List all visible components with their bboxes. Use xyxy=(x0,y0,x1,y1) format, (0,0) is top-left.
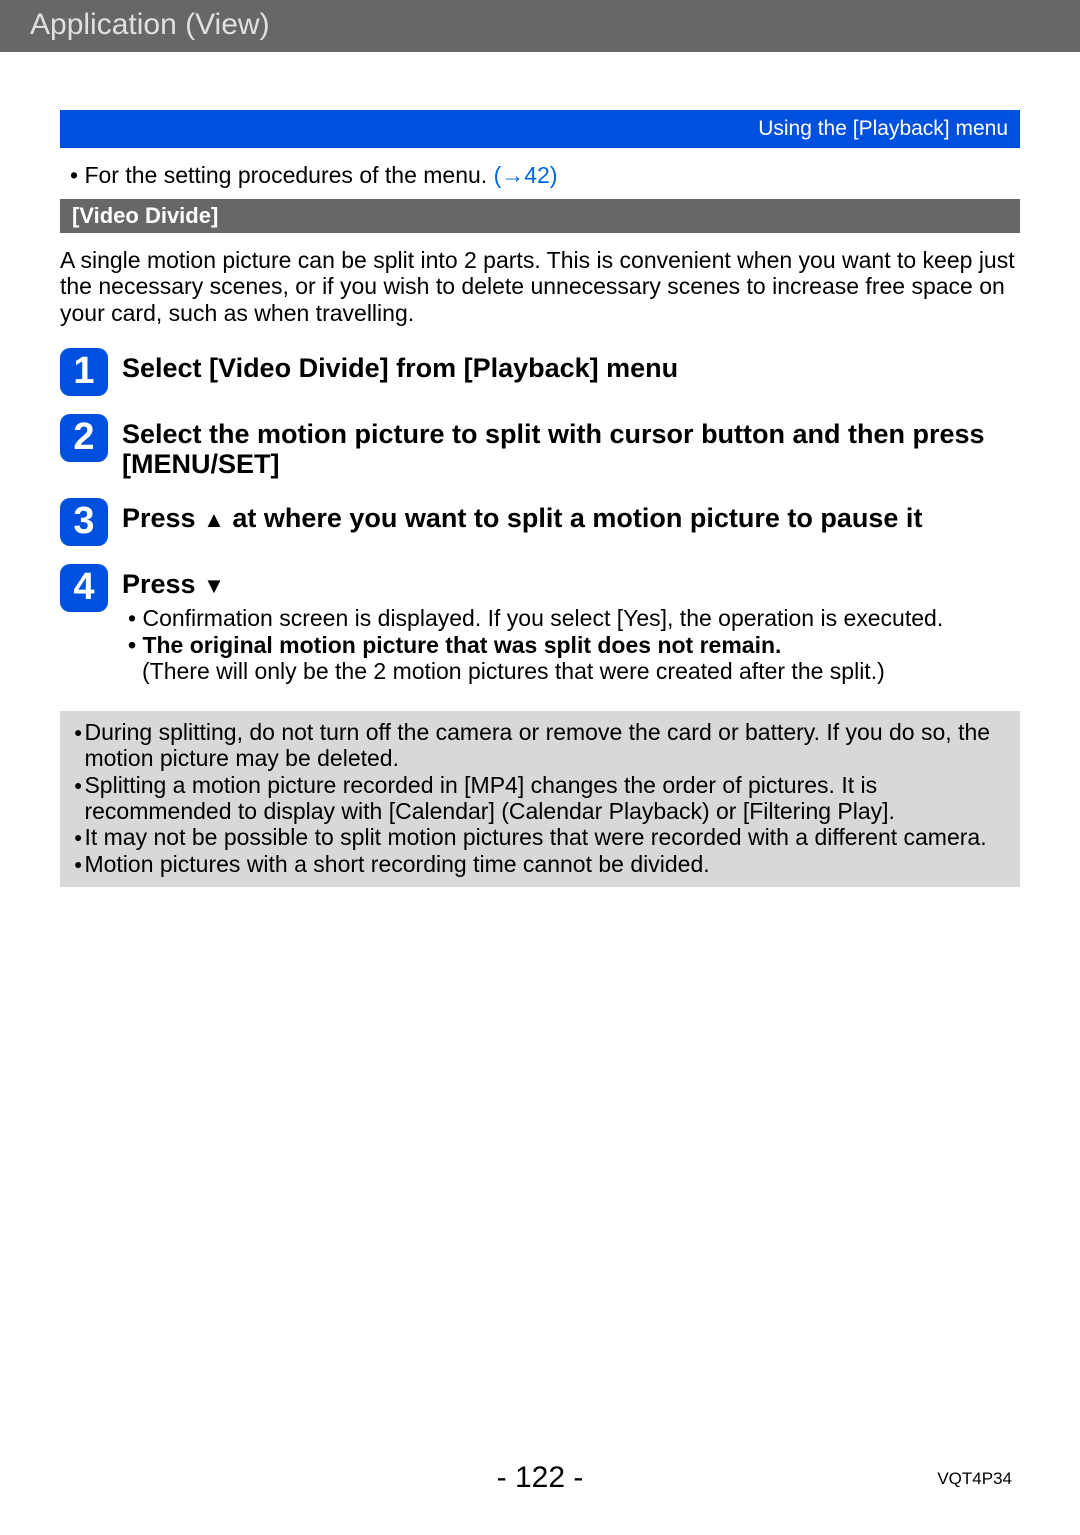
step-body-4: Press ▼ Confirmation screen is displayed… xyxy=(122,564,1020,685)
step-body-2: Select the motion picture to split with … xyxy=(122,414,1020,479)
step-badge-3: 3 xyxy=(60,498,108,546)
step-title-3: Press ▲ at where you want to split a mot… xyxy=(122,498,1020,534)
note-text-4: Motion pictures with a short recording t… xyxy=(84,851,1006,877)
note-4: Motion pictures with a short recording t… xyxy=(74,851,1006,877)
notes-box: During splitting, do not turn off the ca… xyxy=(60,711,1020,888)
step-3: 3 Press ▲ at where you want to split a m… xyxy=(60,498,1020,546)
bullet-icon xyxy=(74,824,82,850)
note-1: During splitting, do not turn off the ca… xyxy=(74,719,1006,772)
intro-link[interactable]: (→42) xyxy=(494,162,558,188)
section-description: A single motion picture can be split int… xyxy=(60,247,1020,326)
step-body-3: Press ▲ at where you want to split a mot… xyxy=(122,498,1020,534)
step4-sub-2: The original motion picture that was spl… xyxy=(122,632,1020,658)
step4-subs: Confirmation screen is displayed. If you… xyxy=(122,605,1020,684)
note-2: Splitting a motion picture recorded in [… xyxy=(74,772,1006,825)
breadcrumb-bar: Using the [Playback] menu xyxy=(60,110,1020,148)
step-4: 4 Press ▼ Confirmation screen is display… xyxy=(60,564,1020,685)
step-badge-1: 1 xyxy=(60,348,108,396)
section-title: [Video Divide] xyxy=(72,203,218,228)
app-title: Application (View) xyxy=(30,8,270,41)
intro-text: For the setting procedures of the menu. xyxy=(70,162,494,188)
step-1: 1 Select [Video Divide] from [Playback] … xyxy=(60,348,1020,396)
step-title-1: Select [Video Divide] from [Playback] me… xyxy=(122,348,1020,384)
section-header: [Video Divide] xyxy=(60,199,1020,233)
note-3: It may not be possible to split motion p… xyxy=(74,824,1006,850)
step4-pre: Press xyxy=(122,569,203,599)
note-text-1: During splitting, do not turn off the ca… xyxy=(84,719,1006,772)
document-id: VQT4P34 xyxy=(937,1469,1012,1489)
up-arrow-icon: ▲ xyxy=(203,507,225,532)
step-title-4: Press ▼ xyxy=(122,564,1020,600)
page-number: - 122 - xyxy=(0,1461,1080,1495)
page-content: Using the [Playback] menu For the settin… xyxy=(0,110,1080,887)
note-text-2: Splitting a motion picture recorded in [… xyxy=(84,772,1006,825)
step3-pre: Press xyxy=(122,503,203,533)
bullet-icon xyxy=(74,772,82,825)
step-title-2: Select the motion picture to split with … xyxy=(122,414,1020,479)
step3-post: at where you want to split a motion pict… xyxy=(225,503,923,533)
step4-sub-1: Confirmation screen is displayed. If you… xyxy=(122,605,1020,631)
intro-line: For the setting procedures of the menu. … xyxy=(60,162,1020,189)
step-badge-2: 2 xyxy=(60,414,108,462)
step-body-1: Select [Video Divide] from [Playback] me… xyxy=(122,348,1020,384)
down-arrow-icon: ▼ xyxy=(203,573,225,598)
bullet-icon xyxy=(74,719,82,772)
breadcrumb-label: Using the [Playback] menu xyxy=(758,117,1008,140)
note-text-3: It may not be possible to split motion p… xyxy=(84,824,1006,850)
step4-sub-3: (There will only be the 2 motion picture… xyxy=(122,658,1020,684)
bullet-icon xyxy=(74,851,82,877)
step-2: 2 Select the motion picture to split wit… xyxy=(60,414,1020,479)
app-header: Application (View) xyxy=(0,0,1080,52)
step-badge-4: 4 xyxy=(60,564,108,612)
